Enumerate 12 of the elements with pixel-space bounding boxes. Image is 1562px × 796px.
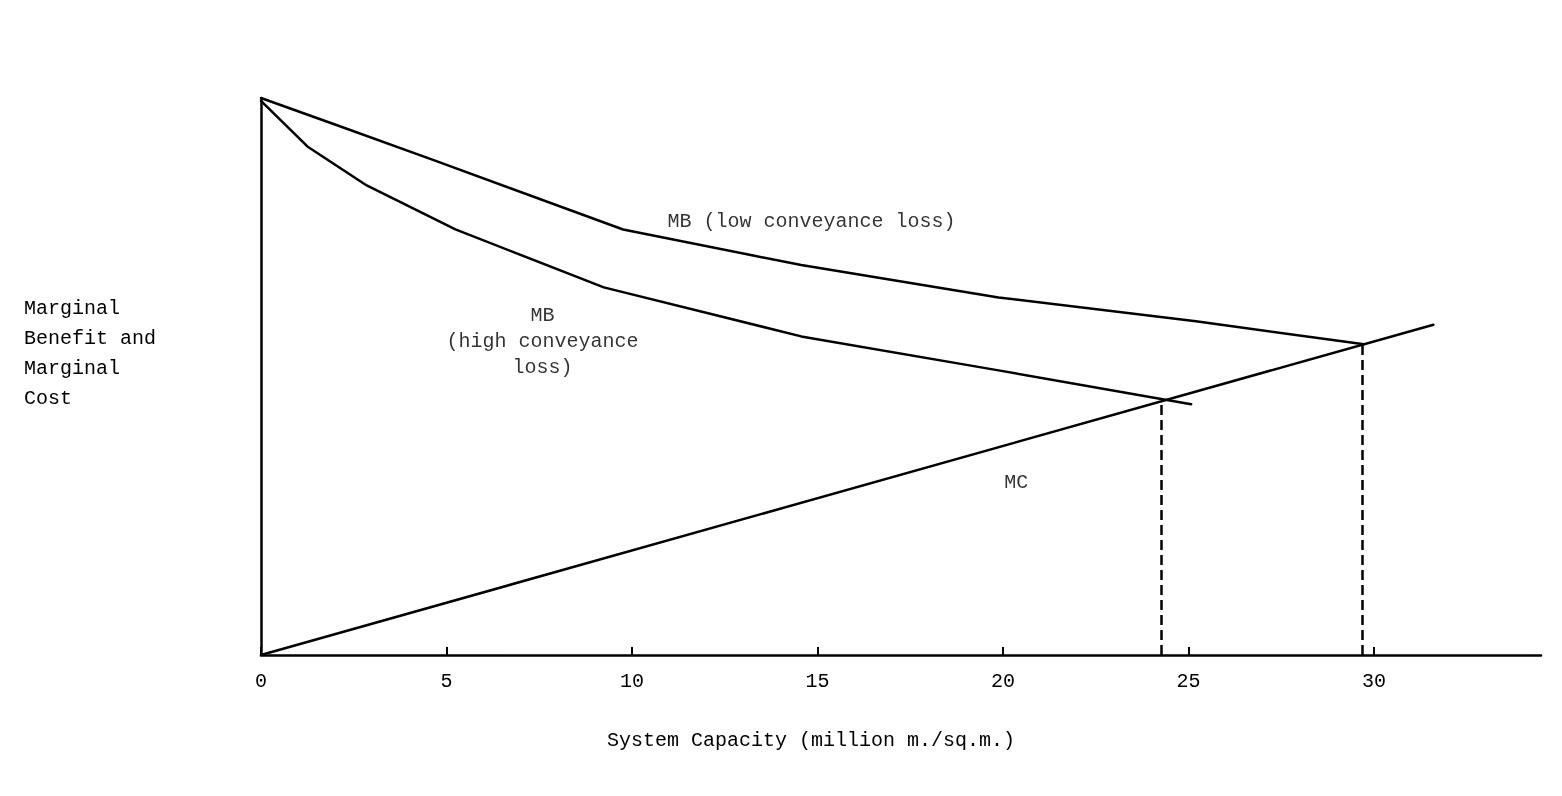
- series-label: MC: [1004, 470, 1029, 494]
- x-axis-title: System Capacity (million m./sq.m.): [606, 728, 1016, 752]
- x-tick-label: 25: [1176, 669, 1201, 693]
- x-tick-label: 15: [805, 669, 830, 693]
- series-label: MB (high conveyance loss): [446, 303, 639, 379]
- x-tick-label: 30: [1362, 669, 1387, 693]
- series-label: MB (low conveyance loss): [667, 210, 956, 234]
- x-tick-label: 0: [254, 669, 268, 693]
- x-tick-label: 5: [440, 669, 453, 693]
- y-axis-title: Marginal Benefit and Marginal Cost: [24, 296, 157, 410]
- x-tick-label: 10: [620, 669, 645, 693]
- x-tick-label: 20: [991, 669, 1016, 693]
